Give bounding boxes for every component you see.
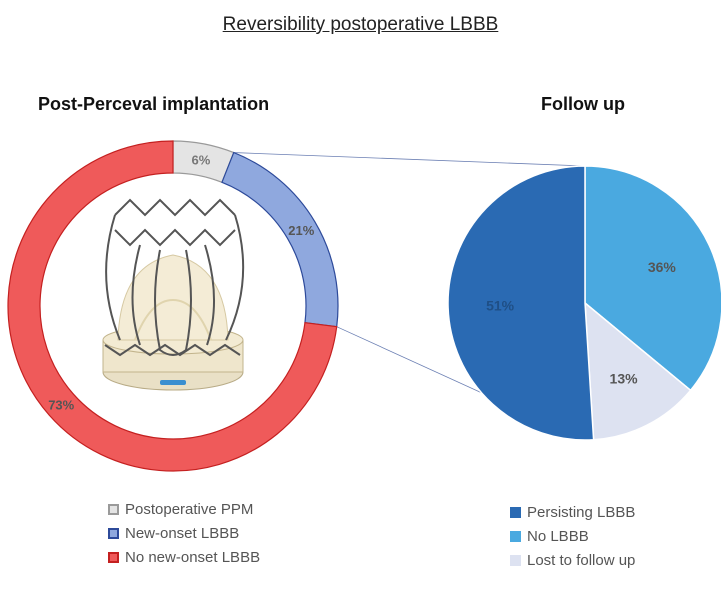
legend-swatch — [510, 506, 521, 518]
figure-title: Reversibility postoperative LBBB — [222, 14, 499, 35]
legend-swatch — [108, 551, 119, 563]
donut-chart-title: Post-Perceval implantation — [38, 94, 270, 114]
legend-label: No LBBB — [527, 527, 589, 545]
legend-item-new-onset-lbbb: New-onset LBBB — [108, 521, 260, 545]
donut-data-label: 73% — [48, 398, 74, 413]
legend-label: No new-onset LBBB — [125, 548, 261, 566]
legend-label: Lost to follow up — [527, 551, 636, 569]
legend-item-no-lbbb: No LBBB — [510, 524, 635, 548]
valve-illustration — [102, 198, 245, 391]
legend-item-no-new-onset-lbbb: No new-onset LBBB — [108, 545, 260, 569]
pie-data-label: 51% — [486, 298, 515, 314]
donut-data-label: 21% — [288, 223, 314, 238]
legend-label: Postoperative PPM — [125, 500, 254, 518]
pie-chart-title: Follow up — [541, 94, 625, 114]
donut-chart: 6% 21% 73% — [7, 140, 339, 472]
donut-legend: Postoperative PPM New-onset LBBB No new-… — [108, 497, 260, 569]
legend-item-postoperative-ppm: Postoperative PPM — [108, 497, 260, 521]
legend-item-lost-to-follow-up: Lost to follow up — [510, 548, 635, 572]
follow-up-pie-chart: 36% 13% 51% — [447, 165, 721, 441]
pie-slice-no-lbbb — [584, 165, 721, 392]
legend-label: Persisting LBBB — [527, 503, 636, 521]
pie-data-label: 36% — [648, 259, 677, 275]
donut-data-label: 6% — [192, 153, 211, 168]
legend-swatch — [510, 554, 521, 566]
connector-line-top — [233, 152, 586, 167]
pie-slice-lost-to-follow-up — [584, 301, 692, 441]
legend-swatch — [108, 527, 119, 539]
pie-legend: Persisting LBBB No LBBB Lost to follow u… — [510, 500, 635, 572]
pie-slice-persisting-lbbb — [447, 165, 595, 441]
legend-item-persisting-lbbb: Persisting LBBB — [510, 500, 635, 524]
legend-swatch — [510, 530, 521, 542]
donut-slice-no-new-onset-lbbb — [7, 140, 338, 472]
legend-swatch — [108, 503, 119, 515]
pie-data-label: 13% — [610, 371, 639, 387]
legend-label: New-onset LBBB — [125, 524, 240, 542]
